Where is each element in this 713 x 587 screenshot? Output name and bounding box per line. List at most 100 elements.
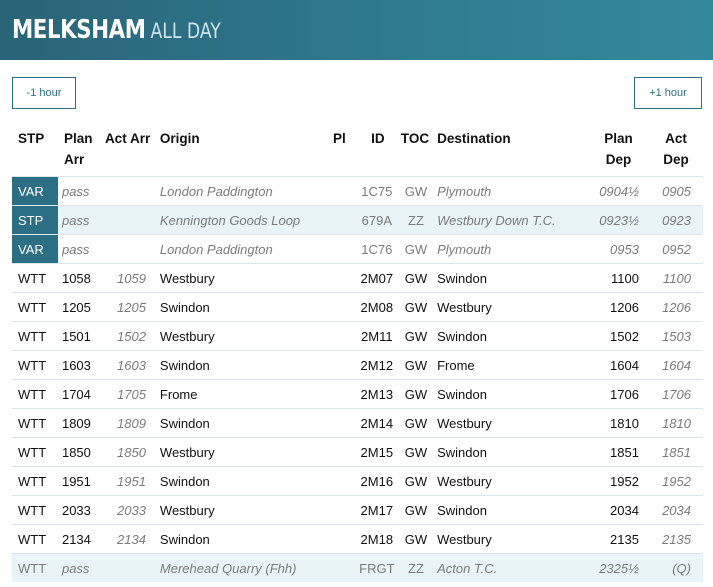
table-row[interactable]: WTT 1501 1502 Westbury 2M11 GW Swindon 1502 1503	[12, 321, 703, 351]
act-arr-cell: 1059	[102, 263, 156, 293]
col-header-act-dep: Act Dep	[663, 131, 689, 167]
table-row[interactable]: WTT 1704 1705 Frome 2M13 GW Swindon 1706 1706	[12, 379, 703, 409]
act-dep-cell: 1206	[646, 292, 703, 322]
stp-cell: WTT	[12, 524, 58, 554]
plan-dep-cell: 1810	[587, 408, 647, 438]
act-dep-cell: 2135	[646, 524, 703, 554]
plan-dep-cell: 0923½	[587, 205, 647, 235]
destination-cell: Plymouth	[433, 176, 588, 206]
plan-arr-cell: 1058	[57, 263, 103, 293]
origin-cell: Kennington Goods Loop	[155, 205, 322, 235]
destination-cell: Swindon	[433, 263, 588, 293]
col-header-plan-arr: Plan Arr	[63, 131, 93, 167]
act-dep-cell: (Q)	[646, 553, 703, 582]
stp-cell: WTT	[12, 263, 58, 293]
table-row[interactable]: WTT 1809 1809 Swindon 2M14 GW Westbury 1810 1810	[12, 408, 703, 438]
destination-cell: Westbury	[433, 292, 588, 322]
plan-dep-cell: 0904½	[587, 176, 647, 206]
toc-cell: GW	[398, 350, 434, 380]
toc-cell: GW	[398, 408, 434, 438]
table-row[interactable]: WTT 2033 2033 Westbury 2M17 GW Swindon 2034 2034	[12, 495, 703, 525]
platform-cell	[321, 379, 355, 409]
plan-dep-cell: 1206	[587, 292, 647, 322]
toc-cell: GW	[398, 292, 434, 322]
train-id-cell: 679A	[354, 205, 399, 235]
next-hour-button[interactable]: +1 hour	[634, 77, 702, 109]
train-id-cell: FRGT	[354, 553, 399, 582]
destination-cell: Frome	[433, 350, 588, 380]
act-dep-cell: 1851	[646, 437, 703, 467]
plan-dep-cell: 0953	[587, 234, 647, 264]
stp-cell: WTT	[12, 437, 58, 467]
stp-cell: WTT	[12, 466, 58, 496]
plan-dep-cell: 2325½	[587, 553, 647, 582]
table-row[interactable]: STP pass Kennington Goods Loop 679A ZZ Westbu…	[12, 205, 703, 235]
destination-cell: Swindon	[433, 495, 588, 525]
act-arr-cell	[102, 176, 156, 206]
table-row[interactable]: WTT pass Merehead Quarry (Fhh) FRGT ZZ Acton …	[12, 553, 703, 582]
origin-cell: Merehead Quarry (Fhh)	[155, 553, 322, 582]
table-row[interactable]: WTT 1850 1850 Westbury 2M15 GW Swindon 1851 1851	[12, 437, 703, 467]
col-header-act-arr: Act Arr	[104, 131, 151, 146]
plan-arr-cell: 1850	[57, 437, 103, 467]
plan-arr-cell: pass	[57, 234, 103, 264]
act-arr-cell	[102, 234, 156, 264]
act-dep-cell: 0923	[646, 205, 703, 235]
col-header-stp: STP	[18, 131, 45, 146]
stp-cell: WTT	[12, 379, 58, 409]
stp-cell: VAR	[12, 176, 58, 206]
plan-arr-cell: 2134	[57, 524, 103, 554]
platform-cell	[321, 176, 355, 206]
act-arr-cell: 1205	[102, 292, 156, 322]
origin-cell: Frome	[155, 379, 322, 409]
train-id-cell: 2M14	[354, 408, 399, 438]
origin-cell: Westbury	[155, 495, 322, 525]
toc-cell: GW	[398, 263, 434, 293]
plan-arr-cell: 1501	[57, 321, 103, 351]
act-dep-cell: 1706	[646, 379, 703, 409]
previous-hour-button[interactable]: -1 hour	[12, 77, 76, 109]
platform-cell	[321, 524, 355, 554]
plan-arr-cell: 1603	[57, 350, 103, 380]
toc-cell: ZZ	[398, 553, 434, 582]
toc-cell: GW	[398, 524, 434, 554]
table-row[interactable]: WTT 1205 1205 Swindon 2M08 GW Westbury 1206 1206	[12, 292, 703, 322]
table-row[interactable]: WTT 1058 1059 Westbury 2M07 GW Swindon 1100 1100	[12, 263, 703, 293]
act-dep-cell: 2034	[646, 495, 703, 525]
train-id-cell: 2M08	[354, 292, 399, 322]
plan-dep-cell: 1706	[587, 379, 647, 409]
table-row[interactable]: VAR pass London Paddington 1C76 GW Plymouth 09…	[12, 234, 703, 264]
table-row[interactable]: WTT 1603 1603 Swindon 2M12 GW Frome 1604 1604	[12, 350, 703, 380]
origin-cell: London Paddington	[155, 176, 322, 206]
plan-arr-cell: pass	[57, 205, 103, 235]
train-id-cell: 2M16	[354, 466, 399, 496]
plan-arr-cell: 1951	[57, 466, 103, 496]
plan-arr-cell: 1205	[57, 292, 103, 322]
act-dep-cell: 0905	[646, 176, 703, 206]
station-name: MELKSHAM	[12, 15, 146, 45]
platform-cell	[321, 321, 355, 351]
table-row[interactable]: WTT 1951 1951 Swindon 2M16 GW Westbury 1952 1952	[12, 466, 703, 496]
col-header-platform: Pl	[332, 131, 346, 146]
train-id-cell: 2M18	[354, 524, 399, 554]
platform-cell	[321, 234, 355, 264]
train-id-cell: 2M07	[354, 263, 399, 293]
train-id-cell: 2M15	[354, 437, 399, 467]
act-arr-cell: 1951	[102, 466, 156, 496]
act-dep-cell: 1100	[646, 263, 703, 293]
platform-cell	[321, 437, 355, 467]
destination-cell: Swindon	[433, 437, 588, 467]
origin-cell: Westbury	[155, 437, 322, 467]
stp-cell: WTT	[12, 408, 58, 438]
act-dep-cell: 1810	[646, 408, 703, 438]
toc-cell: GW	[398, 234, 434, 264]
plan-dep-cell: 1851	[587, 437, 647, 467]
act-arr-cell	[102, 553, 156, 582]
act-arr-cell: 2134	[102, 524, 156, 554]
destination-cell: Swindon	[433, 321, 588, 351]
table-row[interactable]: VAR pass London Paddington 1C75 GW Plymouth 09…	[12, 176, 703, 206]
destination-cell: Westbury	[433, 466, 588, 496]
table-row[interactable]: WTT 2134 2134 Swindon 2M18 GW Westbury 2135 2135	[12, 524, 703, 554]
act-arr-cell: 2033	[102, 495, 156, 525]
toc-cell: ZZ	[398, 205, 434, 235]
